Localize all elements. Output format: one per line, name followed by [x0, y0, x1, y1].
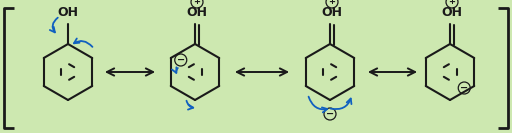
- Text: OH: OH: [186, 6, 207, 19]
- Text: −: −: [460, 83, 468, 93]
- Text: +: +: [194, 0, 201, 7]
- Text: OH: OH: [322, 6, 343, 19]
- Text: OH: OH: [441, 6, 462, 19]
- Text: −: −: [177, 55, 185, 65]
- Text: +: +: [329, 0, 335, 7]
- Text: +: +: [449, 0, 456, 7]
- Text: OH: OH: [57, 6, 78, 19]
- Text: −: −: [326, 109, 334, 119]
